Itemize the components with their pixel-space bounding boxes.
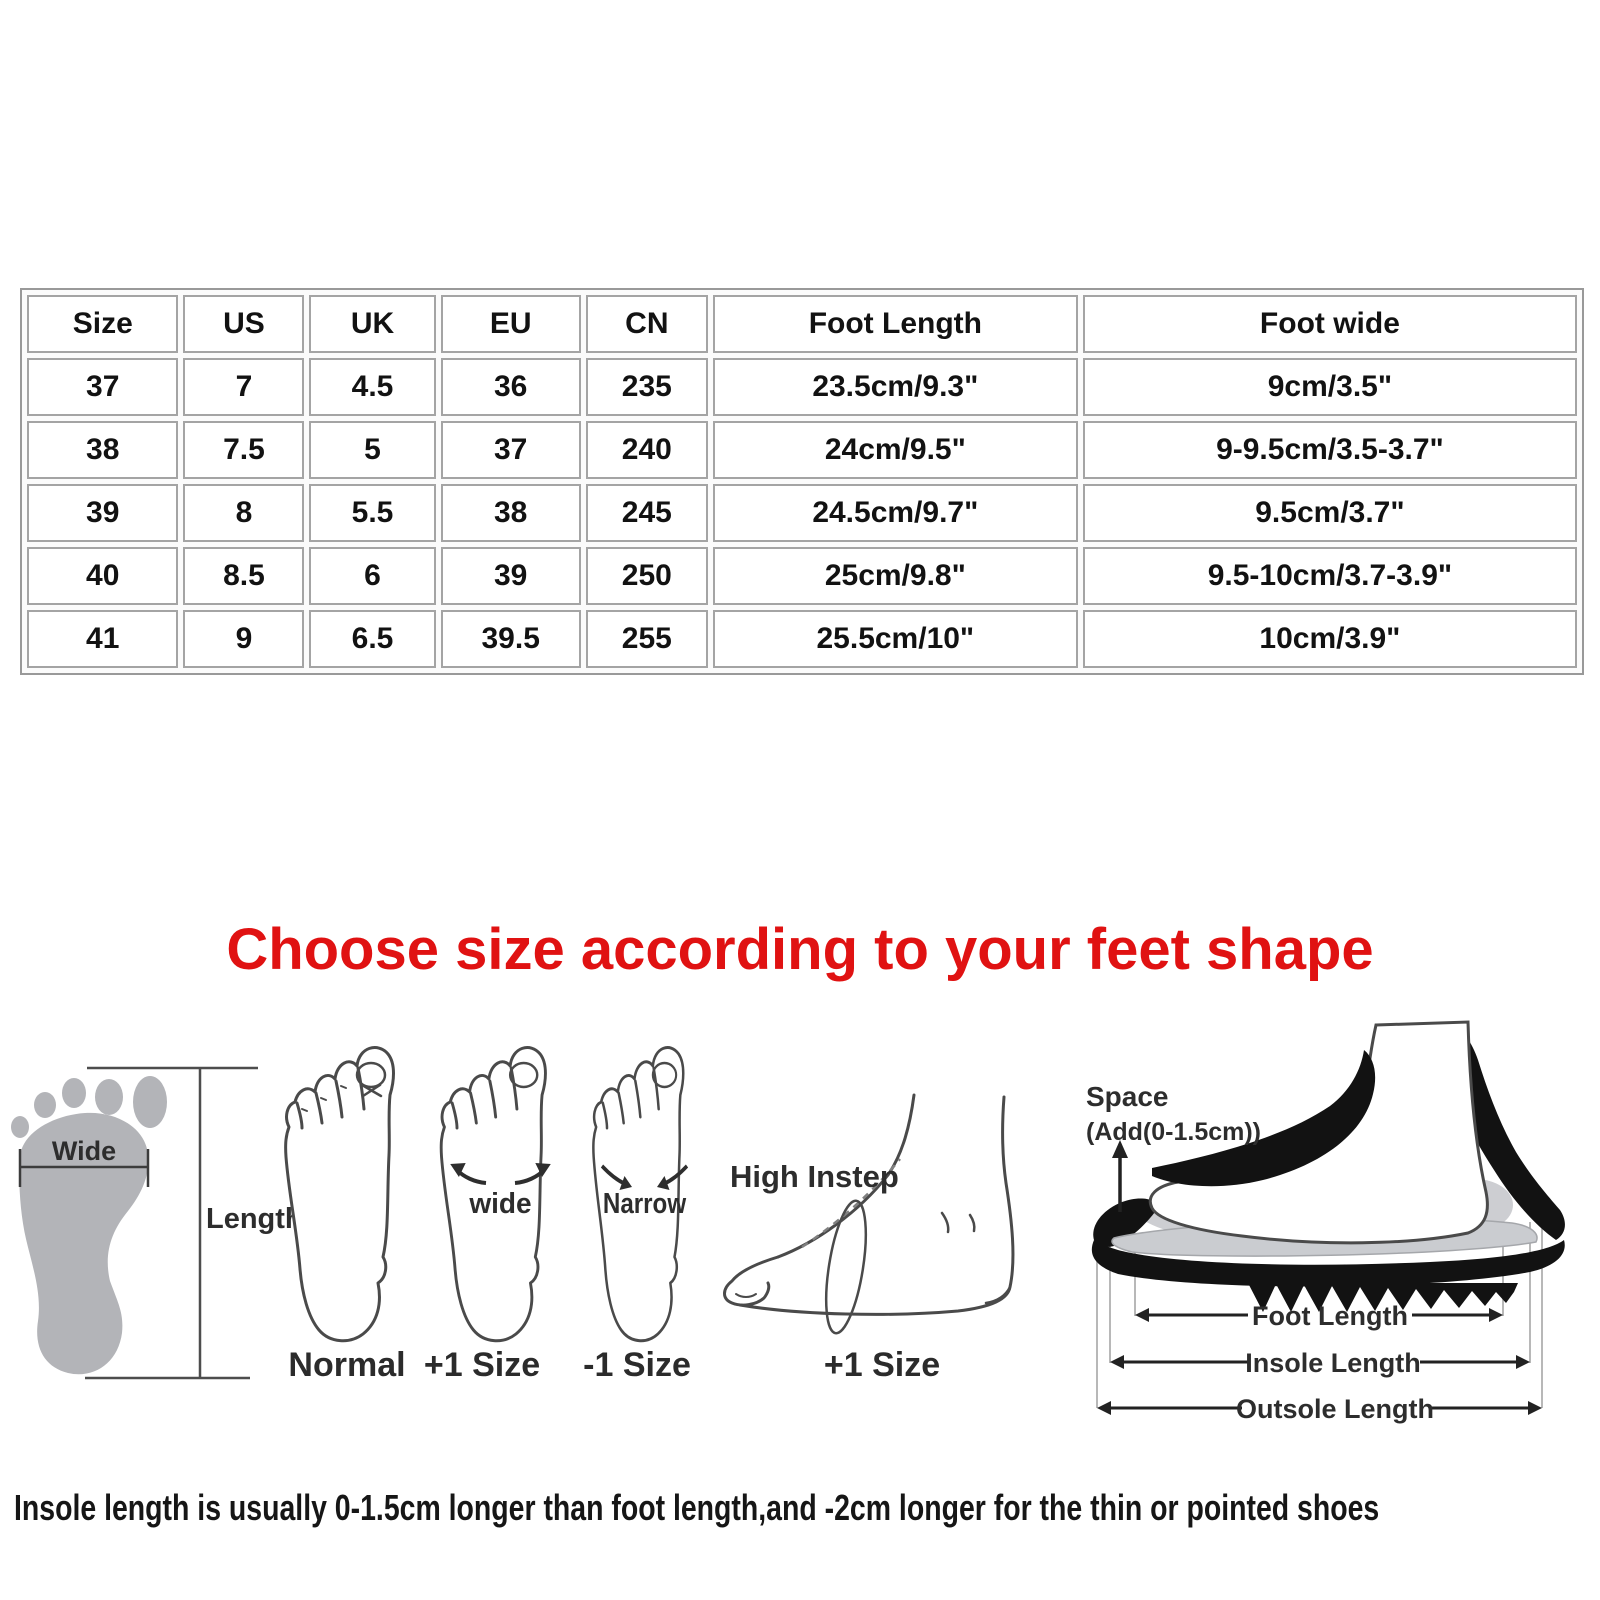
table-row: 37 7 4.5 36 235 23.5cm/9.3" 9cm/3.5" [27, 358, 1577, 416]
page-title: Choose size according to your feet shape [226, 917, 1374, 982]
table-cell: 38 [440, 484, 581, 542]
table-cell: 37 [440, 421, 581, 479]
wide-label: Wide [52, 1136, 116, 1166]
insole-length-label: Insole Length [1245, 1348, 1421, 1378]
wide-measure-line [18, 1149, 150, 1187]
table-cell: 24cm/9.5" [712, 421, 1078, 479]
table-cell: 6 [309, 547, 436, 605]
table-cell: 25.5cm/10" [712, 610, 1078, 668]
column-header: CN [585, 295, 708, 353]
table-cell: 24.5cm/9.7" [712, 484, 1078, 542]
column-header: Foot wide [1082, 295, 1577, 353]
measure-arrows [1109, 1313, 1530, 1410]
high-instep-annotation: High Instep [730, 1159, 899, 1194]
table-row: 38 7.5 5 37 240 24cm/9.5" 9-9.5cm/3.5-3.7" [27, 421, 1577, 479]
table-cell: 255 [585, 610, 708, 668]
table-cell: 9cm/3.5" [1082, 358, 1577, 416]
foot-outline-normal-icon [284, 1046, 395, 1343]
table-cell: 9 [183, 610, 305, 668]
table-cell: 7.5 [183, 421, 305, 479]
length-label: Length [206, 1203, 303, 1235]
table-cell: 5 [309, 421, 436, 479]
foot-label-high-instep: +1 Size [823, 1346, 941, 1384]
foot-outline-narrow-icon: Narrow [592, 1046, 689, 1343]
table-cell: 8.5 [183, 547, 305, 605]
space-label: Space [1086, 1081, 1169, 1112]
shoe-length-diagram: Space (Add(0-1.5cm)) Foot Length Insole … [1086, 1020, 1565, 1424]
space-note: (Add(0-1.5cm)) [1086, 1118, 1261, 1146]
table-cell: 40 [27, 547, 179, 605]
column-header: EU [440, 295, 581, 353]
footprint-icon [11, 1076, 167, 1375]
narrow-annotation: Narrow [603, 1187, 686, 1220]
table-row: 39 8 5.5 38 245 24.5cm/9.7" 9.5cm/3.7" [27, 484, 1577, 542]
table-cell: 38 [27, 421, 179, 479]
size-table-body: 37 7 4.5 36 235 23.5cm/9.3" 9cm/3.5" 38 7.5 5 37 24… [27, 358, 1577, 668]
footprint-measure-diagram: Wide Length [11, 1066, 303, 1380]
column-header: Size [27, 295, 179, 353]
table-cell: 9.5-10cm/3.7-3.9" [1082, 547, 1577, 605]
footnote-text: Insole length is usually 0-1.5cm longer … [14, 1487, 1380, 1528]
table-cell: 245 [585, 484, 708, 542]
table-cell: 8 [183, 484, 305, 542]
table-cell: 37 [27, 358, 179, 416]
column-header: US [183, 295, 305, 353]
table-cell: 39.5 [440, 610, 581, 668]
shoe-collar [1152, 1050, 1376, 1187]
table-cell: 250 [585, 547, 708, 605]
table-cell: 5.5 [309, 484, 436, 542]
table-cell: 10cm/3.9" [1082, 610, 1577, 668]
table-row: 41 9 6.5 39.5 255 25.5cm/10" 10cm/3.9" [27, 610, 1577, 668]
table-cell: 235 [585, 358, 708, 416]
column-header: UK [309, 295, 436, 353]
table-cell: 9-9.5cm/3.5-3.7" [1082, 421, 1577, 479]
size-chart-table: Size US UK EU CN Foot Length Foot wide 37 7 4.5 3… [20, 288, 1584, 675]
table-cell: 23.5cm/9.3" [712, 358, 1078, 416]
table-cell: 39 [440, 547, 581, 605]
table-cell: 9.5cm/3.7" [1082, 484, 1577, 542]
outsole-length-label: Outsole Length [1236, 1394, 1434, 1424]
table-cell: 4.5 [309, 358, 436, 416]
wide-annotation: wide [468, 1188, 531, 1221]
table-cell: 6.5 [309, 610, 436, 668]
table-cell: 240 [585, 421, 708, 479]
table-cell: 36 [440, 358, 581, 416]
foot-length-label: Foot Length [1252, 1301, 1408, 1331]
table-cell: 7 [183, 358, 305, 416]
column-header: Foot Length [712, 295, 1078, 353]
instep-measure-loop [824, 1199, 868, 1335]
foot-label-narrow: -1 Size [583, 1346, 691, 1384]
foot-label-wide: +1 Size [423, 1346, 541, 1384]
high-instep-foot-icon: High Instep [723, 1093, 1015, 1335]
table-row: 40 8.5 6 39 250 25cm/9.8" 9.5-10cm/3.7-3.9" [27, 547, 1577, 605]
table-cell: 39 [27, 484, 179, 542]
size-table-header-row: Size US UK EU CN Foot Length Foot wide [27, 295, 1577, 353]
foot-outline-wide-icon: wide [439, 1046, 551, 1343]
table-cell: 25cm/9.8" [712, 547, 1078, 605]
foot-label-normal: Normal [288, 1346, 406, 1384]
table-cell: 41 [27, 610, 179, 668]
length-measure-line [85, 1066, 258, 1380]
